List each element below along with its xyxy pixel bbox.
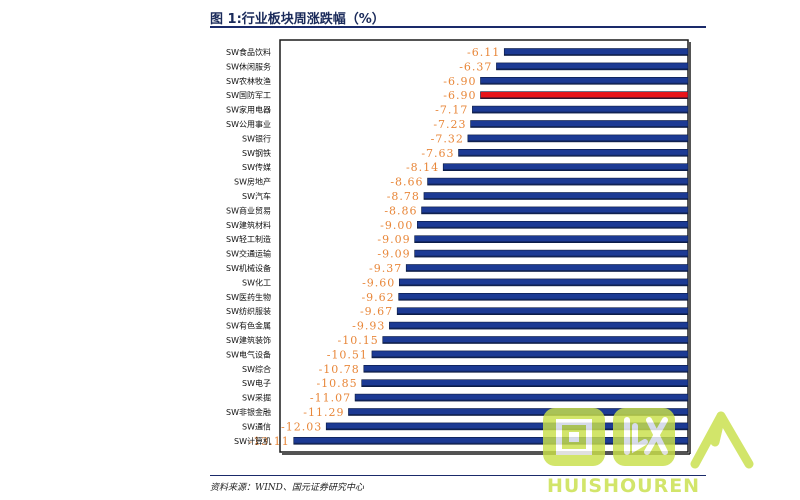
value-label: -13.11	[249, 435, 290, 448]
value-label: -8.78	[387, 190, 420, 203]
value-label: -10.85	[316, 377, 357, 390]
bar-shadow	[427, 183, 688, 186]
value-label: -7.23	[433, 118, 466, 131]
bar-rows: -6.11 SW食品饮料 -6.37 SW休闲服务 -6.90 SW农林牧渔 -6.90 SW…	[226, 46, 689, 448]
value-label: -8.14	[406, 161, 439, 174]
category-label: SW机械设备	[226, 263, 271, 273]
chart-title: 图 1:行业板块周涨跌幅（%）	[210, 12, 385, 27]
value-label: -9.62	[361, 291, 394, 304]
watermark-logo: HUISHOUREN	[543, 408, 754, 497]
category-label: SW钢铁	[242, 148, 271, 158]
bar-shadow	[480, 82, 688, 85]
value-label: -6.37	[459, 60, 492, 73]
bar-shadow	[326, 428, 688, 430]
bar-shadow	[414, 241, 688, 243]
bar-shadow	[382, 342, 688, 344]
category-label: SW休闲服务	[226, 61, 271, 71]
bar-shadow	[361, 385, 688, 387]
value-label: -7.17	[435, 104, 468, 117]
category-label: SW轻工制造	[226, 234, 271, 244]
value-label: -10.15	[338, 334, 379, 347]
category-label: SW银行	[242, 133, 271, 143]
title-rule	[210, 26, 706, 28]
category-label: SW汽车	[242, 191, 271, 201]
bar-shadow	[348, 414, 688, 416]
bar-shadow	[423, 198, 688, 200]
category-label: SW传媒	[242, 162, 271, 172]
category-label: SW综合	[242, 364, 271, 374]
category-label: SW建筑装饰	[226, 335, 271, 345]
value-label: -9.93	[352, 320, 385, 333]
value-label: -8.86	[384, 204, 417, 217]
value-label: -11.07	[310, 392, 351, 405]
bar-shadow	[472, 111, 688, 114]
bar-shadow	[504, 54, 688, 56]
category-label: SW电子	[242, 378, 271, 388]
bar-shadow	[363, 370, 688, 373]
bar-shadow	[397, 313, 688, 315]
category-label: SW建筑材料	[226, 220, 271, 230]
value-label: -7.63	[421, 147, 454, 160]
category-label: SW化工	[242, 277, 271, 287]
category-label: SW国防军工	[226, 90, 271, 100]
category-label: SW电气设备	[226, 349, 271, 359]
category-label: SW农林牧渔	[226, 76, 271, 86]
value-label: -6.90	[443, 89, 476, 102]
bar-shadow	[470, 126, 688, 128]
bar-shadow	[496, 68, 688, 70]
bar-shadow	[406, 270, 688, 272]
value-label: -7.32	[431, 132, 464, 145]
category-label: SW商业贸易	[226, 205, 271, 215]
bar-shadow	[355, 399, 688, 402]
source-rule	[210, 475, 706, 476]
category-label: SW纺织服装	[226, 306, 271, 316]
category-label: SW房地产	[234, 177, 271, 187]
category-label: SW食品饮料	[226, 47, 271, 57]
value-label: -9.37	[369, 262, 402, 275]
bar-shadow	[414, 255, 688, 258]
value-label: -6.90	[443, 75, 476, 88]
category-label: SW通信	[242, 421, 271, 431]
value-label: -9.09	[377, 248, 410, 261]
category-label: SW家用电器	[226, 105, 271, 115]
value-label: -9.67	[360, 305, 393, 318]
bar-shadow	[293, 442, 688, 445]
value-label: -11.29	[303, 406, 344, 419]
value-label: -12.03	[281, 420, 322, 433]
value-label: -10.78	[319, 363, 360, 376]
category-label: SW交通运输	[226, 249, 271, 259]
bar-shadow	[443, 169, 688, 171]
value-label: -9.09	[377, 233, 410, 246]
value-label: -8.66	[390, 176, 423, 189]
category-label: SW非银金融	[226, 407, 271, 417]
watermark-brand: HUISHOUREN	[547, 475, 700, 497]
value-label: -9.00	[380, 219, 413, 232]
category-label: SW采掘	[242, 393, 271, 403]
value-label: -6.11	[467, 46, 500, 59]
value-label: -10.51	[327, 348, 368, 361]
category-label: SW医药生物	[226, 292, 271, 302]
bar-shadow	[417, 226, 688, 229]
bar-shadow	[467, 140, 688, 142]
bar-shadow	[458, 154, 688, 157]
category-label: SW有色金属	[226, 321, 271, 331]
bar-shadow	[480, 97, 688, 99]
bar-shadow	[398, 298, 688, 301]
bar-shadow	[389, 327, 688, 330]
category-label: SW公用事业	[226, 119, 271, 129]
value-label: -9.60	[362, 276, 395, 289]
bar-shadow	[399, 284, 688, 286]
category-label: SW计算机	[234, 436, 271, 446]
bar-shadow	[371, 356, 688, 358]
bar-shadow	[421, 212, 688, 214]
source-note: 资料来源：WIND、国元证券研究中心	[210, 483, 364, 493]
